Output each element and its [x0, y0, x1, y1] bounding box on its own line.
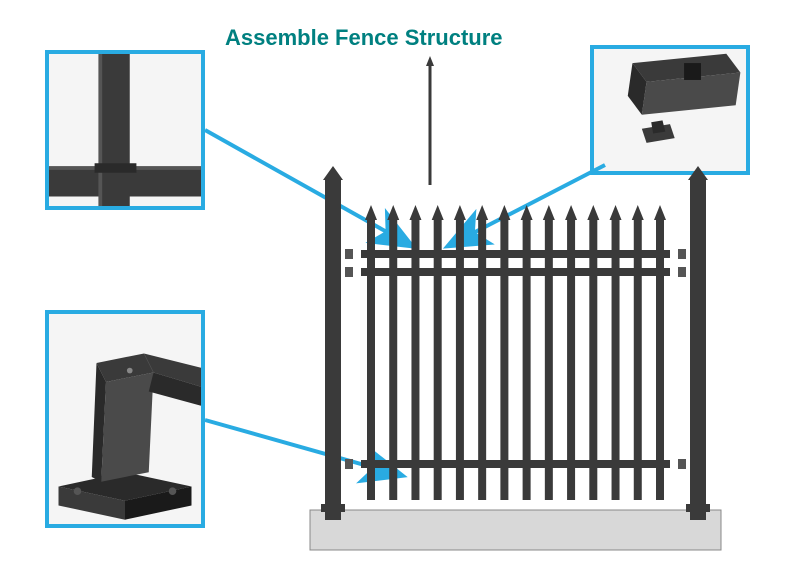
callout-top-right: [590, 45, 750, 175]
diagram-title: Assemble Fence Structure: [225, 25, 503, 51]
callout-top-left: [45, 50, 205, 210]
callout-bottom-left: [45, 310, 205, 528]
